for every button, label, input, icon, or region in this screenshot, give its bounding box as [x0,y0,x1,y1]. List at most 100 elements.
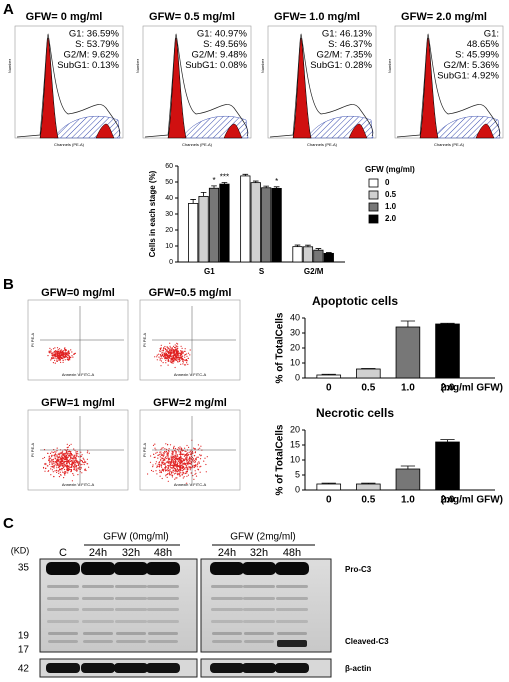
dot [81,460,83,462]
dot [184,359,186,361]
dot [184,454,186,457]
faint-band [243,608,275,611]
dot [180,472,182,474]
dot [179,459,181,461]
dot [50,349,52,351]
actin-band [81,663,115,673]
dot [73,466,75,468]
dot [170,455,172,457]
histogram-x-label: Channels (PE-A) [182,142,213,147]
y-tick-label: 0 [295,372,300,382]
dot [175,359,178,361]
dot [162,452,164,454]
dot [181,457,183,459]
dot [161,461,163,463]
histogram-stat: S: 49.56% [203,39,247,50]
dot [68,465,70,467]
dot [58,463,60,465]
dot [167,480,169,482]
dot [56,467,58,469]
dot [59,474,62,476]
dot [183,468,185,471]
dot [70,456,72,459]
dot [154,447,156,449]
dot [187,459,189,461]
dot [168,353,170,355]
kd-unit: (KD) [11,545,30,555]
dot [68,450,70,453]
dot [73,464,76,466]
dot [78,468,80,470]
dot [183,459,185,462]
dot [53,353,55,355]
dot [195,475,198,477]
dot [175,453,177,455]
dot [46,465,49,467]
dot [167,462,169,464]
pro-c3-band [146,562,180,575]
dot [167,348,169,350]
dot [71,461,73,463]
dot [169,465,171,467]
dot [77,461,79,464]
dot [188,451,190,453]
dot [66,353,68,355]
dot [153,453,155,455]
dot [166,476,168,478]
mw-marker: 35 [18,563,30,574]
dot [197,462,199,464]
dot [65,455,68,457]
dot [70,469,72,471]
dot [158,353,160,355]
dot [174,465,176,467]
dot [185,457,187,459]
dot [193,455,195,457]
dot [44,470,46,472]
dot [161,349,163,351]
dot [183,350,185,352]
bar [435,323,460,379]
dot [68,356,70,358]
dot [180,350,182,352]
dot [179,358,181,360]
dot [170,458,172,460]
dot [159,471,161,473]
dot-plot-x-label: Annexin V FITC-A [62,372,95,377]
dot [64,359,66,361]
dot [190,451,192,453]
dot [69,463,71,466]
bar [316,483,342,491]
faint-band [211,597,243,600]
dot [70,356,72,359]
x-tick-label: 2.0 [441,383,455,394]
dot [181,472,183,474]
y-tick-label: 0 [295,484,300,494]
dot [175,348,177,350]
cleaved-band [116,632,146,635]
dot [170,347,172,349]
dot [175,477,177,479]
dot [69,455,71,457]
cleaved-band [48,640,78,643]
dot [172,471,174,473]
dot [58,357,60,360]
dot [48,456,50,458]
dot [179,457,181,459]
dot [73,467,75,469]
dot [175,346,177,348]
dot [75,451,77,453]
dot [180,469,182,471]
dot [165,457,167,460]
dot [50,358,53,360]
dot [59,350,61,352]
lane-label: 32h [122,547,140,559]
dot [76,453,78,455]
error-bar [305,244,311,247]
dot [159,453,161,455]
dot [199,458,202,460]
dot [45,463,47,466]
dot [179,467,181,469]
histogram-stat: S: 46.37% [328,39,372,50]
histogram-y-label: Number [135,58,140,73]
dot [164,463,166,465]
